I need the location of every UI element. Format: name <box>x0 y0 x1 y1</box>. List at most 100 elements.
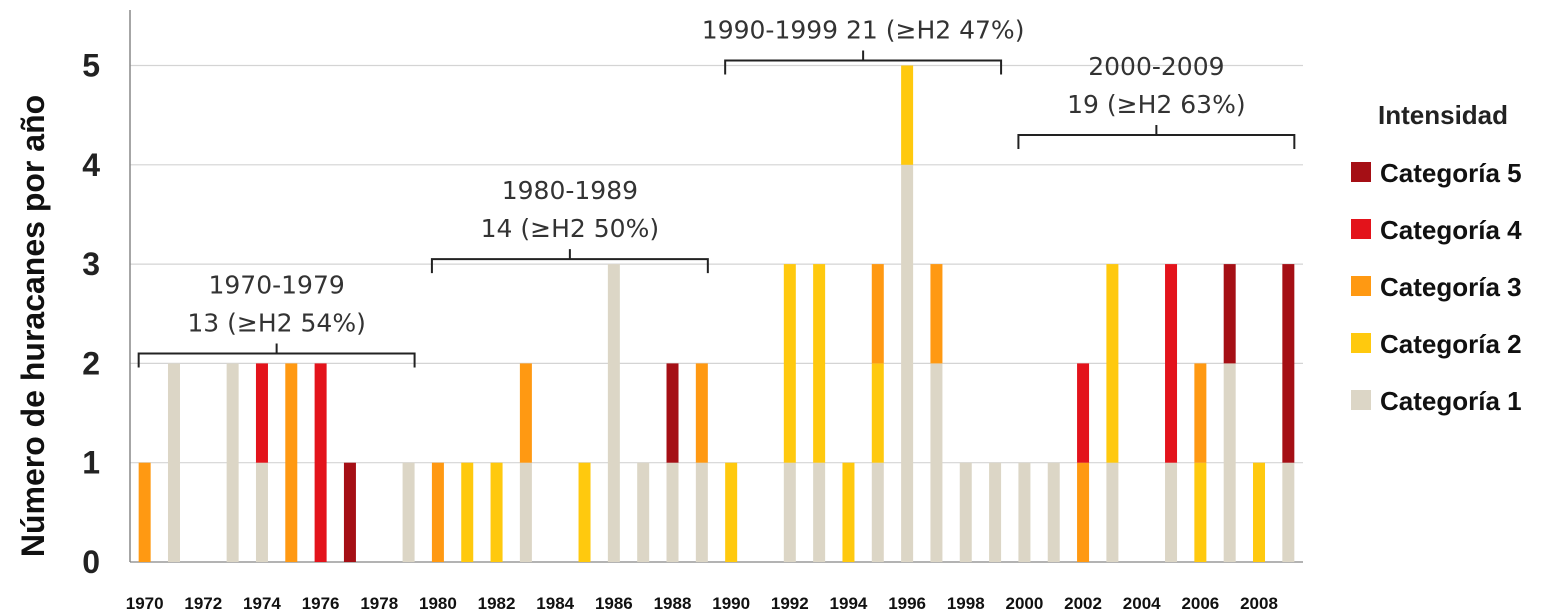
bar-segment <box>871 363 884 463</box>
legend-swatch <box>1351 390 1371 410</box>
legend-swatch <box>1351 333 1371 353</box>
x-tick-label: 1976 <box>302 594 340 612</box>
decade-annotation-text: 1980-1989 <box>502 176 638 205</box>
bar-segment <box>783 264 796 463</box>
bar-segment <box>901 65 914 165</box>
bar-segment <box>871 264 884 364</box>
bar-segment <box>1194 462 1207 562</box>
decade-annotation-text: 1990-1999 21 (≥H2 47%) <box>702 16 1025 45</box>
y-tick-labels: 0 1 2 3 4 5 <box>82 48 100 581</box>
bar-segment <box>138 462 151 562</box>
legend-swatch <box>1351 276 1371 296</box>
decade-annotation-text: 13 (≥H2 54%) <box>187 308 365 337</box>
bar-segment <box>167 363 180 562</box>
bar-segment <box>226 363 239 562</box>
bar-segment <box>1194 363 1207 463</box>
bar-segment <box>1223 363 1236 562</box>
bar-segment <box>1106 264 1119 463</box>
x-tick-label: 1980 <box>419 594 457 612</box>
bar-segment <box>901 164 914 563</box>
bar-segment <box>1223 264 1236 364</box>
decade-annotations: 1970-1979 13 (≥H2 54%) 1980-1989 14 (≥H2 50… <box>137 16 1296 368</box>
decade-annotation-text: 14 (≥H2 50%) <box>481 214 659 243</box>
legend-swatch <box>1351 162 1371 182</box>
bar-segment <box>1253 462 1266 562</box>
decade-bracket <box>724 50 1003 75</box>
y-tick-label: 3 <box>82 246 100 282</box>
x-tick-label: 2002 <box>1064 594 1102 612</box>
bar-segment <box>285 363 298 562</box>
bar-segment <box>666 363 679 463</box>
bar-segment <box>1165 462 1178 562</box>
decade-annotation-text: 1970-1979 <box>208 270 344 299</box>
bar-segment <box>578 462 591 562</box>
bar-segment <box>959 462 972 562</box>
y-tick-label: 0 <box>82 544 100 580</box>
bar-segment <box>255 363 268 463</box>
bar-segment <box>314 363 327 562</box>
x-tick-label: 1996 <box>888 594 926 612</box>
legend-label: Categoría 5 <box>1380 158 1522 188</box>
x-tick-label: 1978 <box>360 594 398 612</box>
decade-bracket <box>430 249 709 274</box>
bar-segment <box>343 462 356 562</box>
x-tick-label: 1992 <box>771 594 809 612</box>
x-tick-label: 1990 <box>712 594 750 612</box>
bar-segment <box>930 363 943 562</box>
x-tick-label: 2004 <box>1123 594 1161 612</box>
bar-segment <box>1282 264 1295 463</box>
x-tick-label: 1986 <box>595 594 633 612</box>
bar-segment <box>813 264 826 463</box>
bar-segment <box>519 462 532 562</box>
decade-bracket <box>137 343 416 368</box>
bars <box>138 65 1295 563</box>
x-tick-label: 1972 <box>184 594 222 612</box>
legend-swatch <box>1351 219 1371 239</box>
bar-segment <box>607 264 620 562</box>
bar-segment <box>871 462 884 562</box>
bar-segment <box>695 363 708 463</box>
x-tick-label: 1998 <box>947 594 985 612</box>
bar-segment <box>1165 264 1178 463</box>
bar-segment <box>1018 462 1031 562</box>
bar-segment <box>930 264 943 364</box>
bar-segment <box>725 462 738 562</box>
legend: Intensidad Categoría 5 Categoría 4 Categor… <box>1351 100 1522 416</box>
y-tick-label: 4 <box>82 147 100 183</box>
y-tick-label: 2 <box>82 345 100 381</box>
bar-segment <box>813 462 826 562</box>
bar-segment <box>695 462 708 562</box>
y-tick-label: 5 <box>82 48 100 84</box>
bar-segment <box>1282 462 1295 562</box>
bar-segment <box>666 462 679 562</box>
y-tick-label: 1 <box>82 445 100 481</box>
x-tick-label: 1994 <box>830 594 868 612</box>
decade-annotation-text: 19 (≥H2 63%) <box>1067 90 1245 119</box>
legend-label: Categoría 1 <box>1380 386 1522 416</box>
bar-segment <box>783 462 796 562</box>
x-tick-label: 1974 <box>243 594 281 612</box>
x-tick-label: 1984 <box>536 594 574 612</box>
bar-segment <box>255 462 268 562</box>
y-axis-label: Número de huracanes por año <box>15 95 51 557</box>
x-tick-label: 1988 <box>654 594 692 612</box>
bar-segment <box>1047 462 1060 562</box>
x-tick-label: 2006 <box>1181 594 1219 612</box>
x-tick-label: 1982 <box>478 594 516 612</box>
bar-segment <box>637 462 650 562</box>
bar-segment <box>1106 462 1119 562</box>
legend-title: Intensidad <box>1378 100 1508 130</box>
bar-segment <box>519 363 532 463</box>
bar-segment <box>402 462 415 562</box>
x-tick-label: 2000 <box>1005 594 1043 612</box>
decade-annotation-text: 2000-2009 <box>1088 52 1224 81</box>
bar-segment <box>1077 462 1090 562</box>
x-tick-label: 2008 <box>1240 594 1278 612</box>
x-tick-label: 1970 <box>126 594 164 612</box>
bar-segment <box>989 462 1002 562</box>
legend-label: Categoría 2 <box>1380 329 1522 359</box>
legend-label: Categoría 3 <box>1380 272 1522 302</box>
bar-segment <box>461 462 474 562</box>
bar-segment <box>490 462 503 562</box>
